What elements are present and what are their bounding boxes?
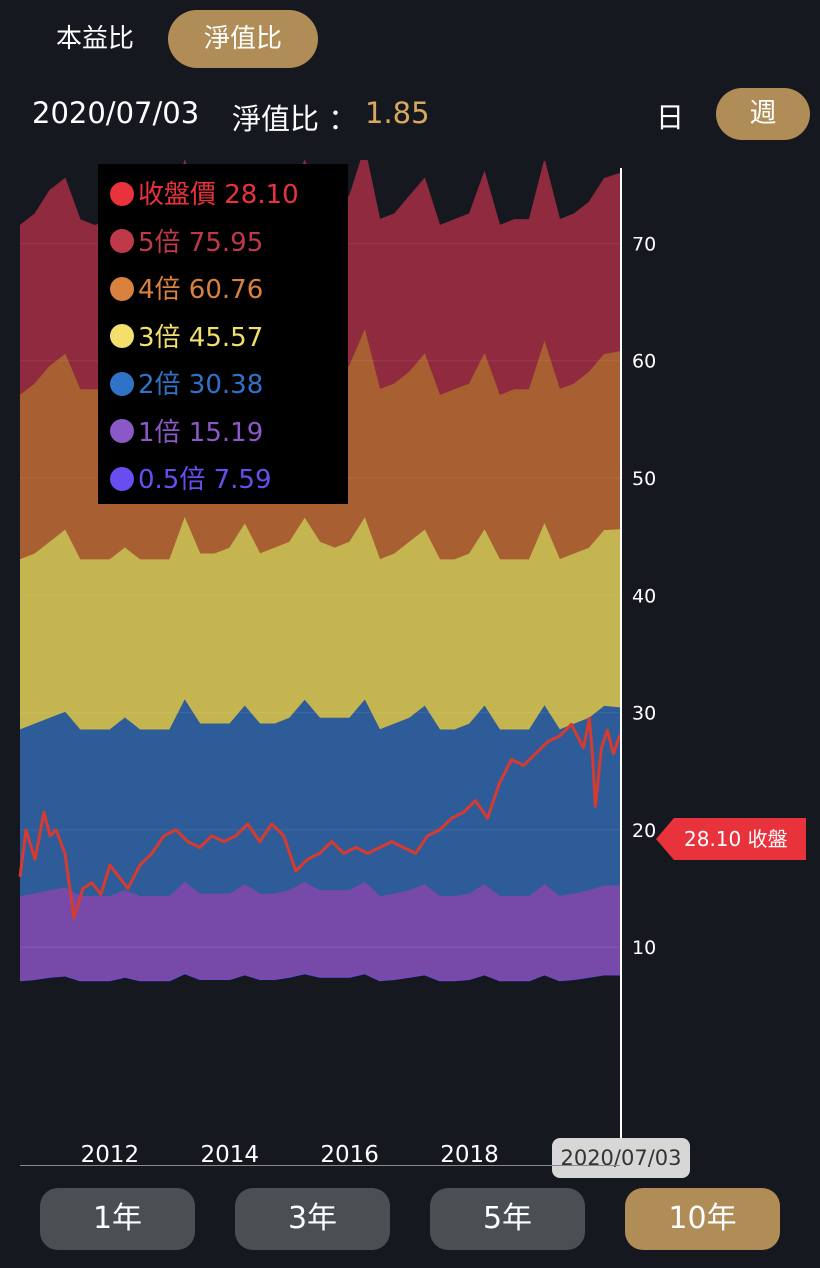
legend-label: 4倍 60.76	[138, 275, 264, 305]
band-edge-4	[19, 881, 621, 898]
legend-dot-icon	[110, 466, 134, 491]
legend-label: 3倍 45.57	[138, 322, 264, 353]
range-button[interactable]: 5年	[430, 1188, 585, 1250]
legend-item: 4倍 60.76	[98, 267, 348, 315]
legend-item: 2倍 30.38	[98, 362, 348, 410]
legend-dot-icon	[110, 371, 134, 396]
ratio-value: 1.85	[365, 96, 430, 130]
legend-dot-icon	[110, 324, 134, 348]
time-range-bar: 1年 3年 5年 10年	[0, 1188, 820, 1252]
legend-label: 1倍 15.19	[138, 417, 264, 448]
y-tick-label: 10	[632, 937, 656, 959]
period-week-button[interactable]: 週	[716, 88, 810, 140]
legend-dot-icon	[110, 276, 134, 301]
info-row: 2020/07/03 淨值比 ： 1.85 日 週	[0, 88, 820, 142]
legend-dot-icon	[110, 419, 134, 443]
y-tick-label: 20	[632, 820, 656, 842]
x-tick-label: 2016	[320, 1142, 379, 1168]
cursor-date-box: 2020/07/03	[552, 1138, 690, 1178]
ratio-label: 淨值比 ：	[232, 102, 358, 136]
y-tick-label: 50	[632, 468, 656, 490]
range-button[interactable]: 1年	[40, 1188, 195, 1250]
legend-item: 5倍 75.95	[98, 220, 348, 268]
ratio-tab-bar: 本益比 淨值比	[0, 10, 820, 70]
band-edge-3	[19, 699, 621, 732]
legend-label: 0.5倍 7.59	[138, 465, 272, 495]
y-tick-label: 70	[632, 233, 656, 255]
selected-date: 2020/07/03	[32, 96, 200, 130]
x-axis-baseline	[20, 1165, 620, 1166]
x-tick-label: 2012	[81, 1142, 140, 1168]
x-tick-label: 2018	[440, 1142, 499, 1168]
legend-item: 收盤價 28.10	[98, 172, 348, 220]
chart-legend: 收盤價 28.10 5倍 75.95 4倍 60.76 3倍 45.57 2倍 30.3…	[98, 164, 348, 504]
below-band-area	[20, 974, 620, 1065]
band-edge-2	[19, 517, 621, 562]
range-button[interactable]: 3年	[235, 1188, 390, 1250]
legend-label: 2倍 30.38	[138, 370, 264, 400]
legend-dot-icon	[110, 181, 134, 206]
legend-item: 3倍 45.57	[98, 315, 348, 363]
tab-pe-ratio[interactable]: 本益比	[55, 24, 134, 54]
y-tick-label: 60	[632, 351, 656, 373]
tab-pb-ratio[interactable]: 淨值比	[168, 10, 318, 68]
legend-label: 5倍 75.95	[138, 227, 264, 258]
y-tick-label: 40	[632, 585, 656, 607]
legend-label: 收盤價 28.10	[138, 180, 299, 210]
close-price-tag: 28.10 收盤	[656, 818, 806, 860]
close-price-line	[18, 717, 622, 920]
range-button[interactable]: 10年	[625, 1188, 780, 1250]
pb-band-chart[interactable]: 10203040506070802012201420162018	[0, 160, 820, 1170]
legend-dot-icon	[110, 229, 134, 253]
legend-item: 0.5倍 7.59	[98, 457, 348, 505]
legend-item: 1倍 15.19	[98, 410, 348, 458]
period-day-button[interactable]: 日	[655, 101, 684, 134]
y-tick-label: 30	[632, 703, 656, 725]
x-tick-label: 2014	[201, 1142, 260, 1168]
